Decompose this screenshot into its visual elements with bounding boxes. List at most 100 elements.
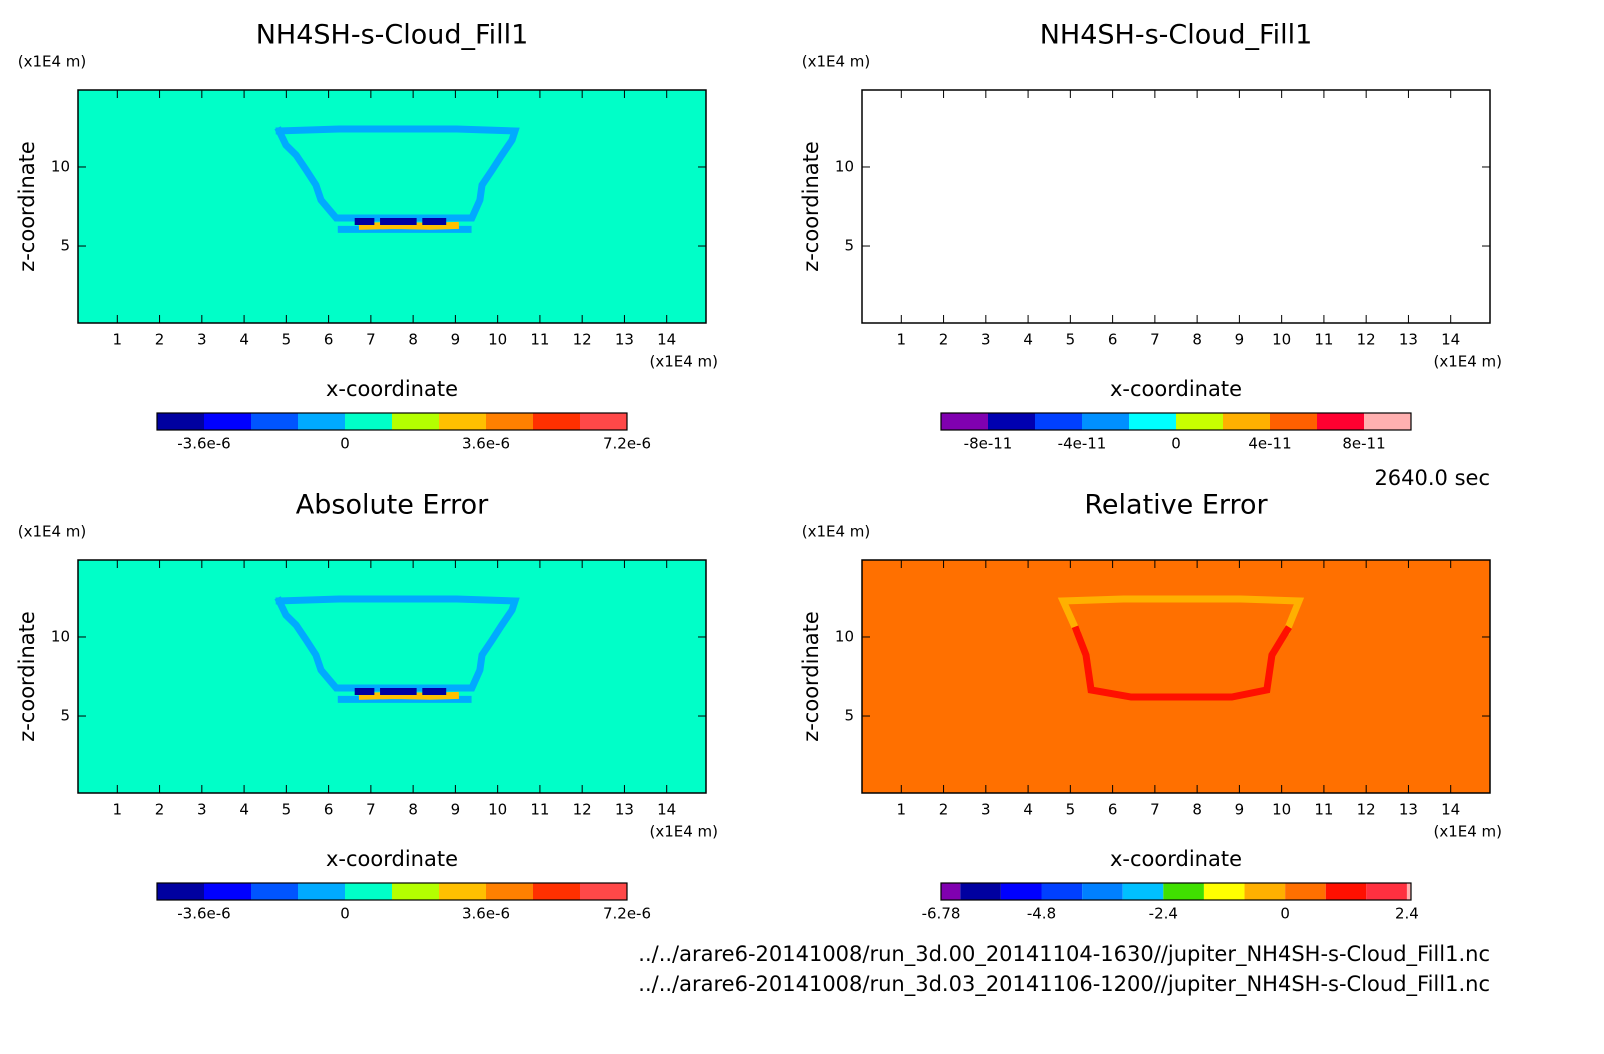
- chart-title: Absolute Error: [296, 490, 489, 521]
- colorbar-box: [1129, 413, 1176, 430]
- time-label: 2640.0 sec: [1374, 466, 1490, 490]
- colorbar-box: [204, 883, 251, 900]
- x-axis-label: x-coordinate: [1110, 847, 1242, 871]
- x-tick-label: 8: [1192, 331, 1202, 349]
- x-tick-label: 7: [1150, 801, 1160, 819]
- x-unit: (x1E4 m): [1433, 353, 1502, 371]
- colorbar-box: [1035, 413, 1082, 430]
- y-unit: (x1E4 m): [18, 523, 87, 541]
- colorbar-box: [1285, 883, 1326, 900]
- colorbar-box: [1082, 413, 1129, 430]
- x-tick-label: 12: [573, 331, 592, 349]
- colorbar-box: [1364, 413, 1411, 430]
- x-tick-label: 6: [324, 331, 334, 349]
- colorbar-box: [1163, 883, 1204, 900]
- x-tick-label: 5: [282, 801, 292, 819]
- colorbar-tick-label: 8e-11: [1342, 435, 1385, 453]
- x-tick-label: 11: [530, 801, 549, 819]
- x-tick-label: 13: [615, 331, 634, 349]
- file-path: ../../arare6-20141008/run_3d.03_20141106…: [638, 972, 1490, 997]
- colorbar-box: [1082, 883, 1123, 900]
- x-tick-label: 13: [1399, 801, 1418, 819]
- colorbar-box: [1041, 883, 1083, 900]
- field-background: [862, 560, 1490, 793]
- x-tick-label: 2: [939, 331, 949, 349]
- x-tick-label: 1: [113, 331, 123, 349]
- colorbar-box: [345, 413, 392, 430]
- y-axis-label: z-coordinate: [799, 611, 823, 742]
- x-tick-label: 10: [1272, 331, 1291, 349]
- colorbar-tick-label: 0: [340, 905, 350, 923]
- colorbar-box: [486, 413, 533, 430]
- contour-region: [1057, 595, 1305, 635]
- colorbar-box: [392, 413, 439, 430]
- x-tick-label: 1: [113, 801, 123, 819]
- colorbar-tick-label: 3.6e-6: [462, 435, 510, 453]
- x-axis-label: x-coordinate: [1110, 377, 1242, 401]
- x-tick-label: 1: [897, 801, 907, 819]
- x-unit: (x1E4 m): [649, 823, 718, 841]
- colorbar-frame: [156, 412, 628, 431]
- contour-region: [274, 595, 520, 692]
- y-tick-label: 5: [844, 707, 854, 725]
- x-axis-label: x-coordinate: [326, 847, 458, 871]
- colorbar-box: [439, 883, 486, 900]
- plot-frame: [861, 559, 1491, 794]
- colorbar-box: [580, 883, 627, 900]
- x-tick-label: 14: [1441, 331, 1460, 349]
- colorbar-box: [298, 883, 345, 900]
- colorbar-box: [1406, 883, 1411, 900]
- x-tick-label: 2: [155, 331, 165, 349]
- colorbar-box: [251, 413, 298, 430]
- chart-title: Relative Error: [1084, 490, 1268, 521]
- field-background: [78, 90, 706, 323]
- x-tick-label: 3: [197, 801, 207, 819]
- x-tick-label: 5: [1066, 331, 1076, 349]
- y-tick-label: 10: [51, 157, 70, 175]
- field-background: [78, 560, 706, 793]
- y-tick-label: 10: [51, 627, 70, 645]
- contour-band: [1071, 625, 1292, 701]
- x-tick-label: 6: [1108, 801, 1118, 819]
- colorbar-tick-label: 0: [1280, 905, 1290, 923]
- contour-band: [358, 691, 459, 700]
- colorbar-box: [1000, 883, 1042, 900]
- colorbar-box: [941, 413, 988, 430]
- x-tick-label: 4: [239, 331, 249, 349]
- colorbar-tick-label: 3.6e-6: [462, 905, 510, 923]
- x-tick-label: 8: [1192, 801, 1202, 819]
- colorbar-frame: [940, 412, 1412, 431]
- contour-band: [274, 125, 520, 222]
- colorbar-box: [157, 883, 204, 900]
- contour-band: [358, 221, 459, 230]
- x-tick-label: 6: [1108, 331, 1118, 349]
- colorbar-tick-label: 7.2e-6: [603, 905, 651, 923]
- plot-frame: [77, 89, 707, 324]
- colorbar-box: [1223, 413, 1270, 430]
- x-tick-label: 13: [615, 801, 634, 819]
- x-axis-label: x-coordinate: [326, 377, 458, 401]
- colorbar-tick-label: -3.6e-6: [177, 435, 230, 453]
- x-tick-label: 7: [366, 801, 376, 819]
- colorbar-box: [580, 413, 627, 430]
- colorbar-frame: [156, 882, 628, 901]
- y-tick-label: 5: [60, 237, 70, 255]
- x-tick-label: 7: [1150, 331, 1160, 349]
- y-axis-label: z-coordinate: [15, 141, 39, 272]
- colorbar-tick-label: -4e-11: [1058, 435, 1107, 453]
- x-tick-label: 14: [657, 801, 676, 819]
- colorbar-tick-label: -6.78: [922, 905, 961, 923]
- colorbar-frame: [940, 882, 1412, 901]
- y-unit: (x1E4 m): [802, 523, 871, 541]
- x-tick-label: 1: [897, 331, 907, 349]
- colorbar-tick-label: -4.8: [1027, 905, 1056, 923]
- y-tick-label: 5: [844, 237, 854, 255]
- colorbar-tick-label: 7.2e-6: [603, 435, 651, 453]
- y-tick-label: 5: [60, 707, 70, 725]
- colorbar-box: [439, 413, 486, 430]
- chart-title: NH4SH-s-Cloud_Fill1: [256, 20, 529, 51]
- colorbar-box: [941, 883, 961, 900]
- x-tick-label: 6: [324, 801, 334, 819]
- contour-band: [1057, 595, 1305, 635]
